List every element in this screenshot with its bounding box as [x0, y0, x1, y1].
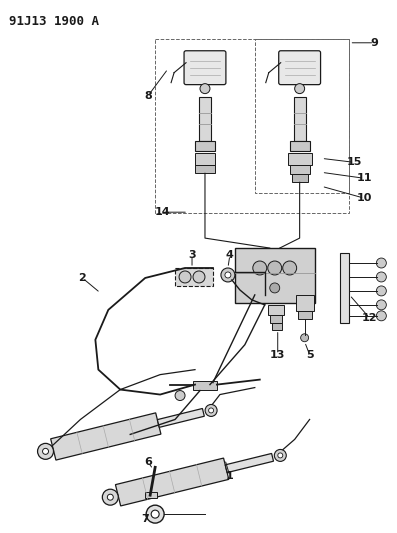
Circle shape [107, 494, 113, 500]
Circle shape [283, 261, 297, 275]
Bar [195, 165, 215, 173]
Bar [290, 165, 310, 174]
Circle shape [295, 84, 304, 94]
Bar [155, 39, 349, 213]
Bar [145, 492, 157, 498]
Circle shape [221, 268, 235, 282]
FancyBboxPatch shape [279, 51, 320, 85]
Text: 12: 12 [362, 313, 377, 323]
Text: 13: 13 [270, 350, 285, 360]
FancyBboxPatch shape [184, 51, 226, 85]
Bar [296, 295, 314, 311]
Text: 15: 15 [347, 157, 362, 167]
Text: 7: 7 [141, 514, 149, 524]
Polygon shape [51, 413, 161, 460]
Text: 14: 14 [154, 207, 170, 217]
Text: 1: 1 [226, 471, 234, 481]
Bar [290, 141, 310, 151]
Text: 91J13 1900 A: 91J13 1900 A [9, 15, 99, 28]
Circle shape [208, 408, 214, 413]
Circle shape [102, 489, 118, 505]
Circle shape [42, 448, 48, 454]
Polygon shape [225, 454, 274, 473]
Bar [195, 154, 215, 165]
Text: 8: 8 [144, 91, 152, 101]
Text: 2: 2 [79, 273, 86, 283]
Circle shape [200, 84, 210, 94]
Circle shape [376, 272, 386, 282]
Bar [339, 253, 349, 323]
Circle shape [38, 443, 54, 459]
Bar [235, 248, 314, 303]
Circle shape [268, 261, 282, 275]
Circle shape [151, 510, 159, 518]
Bar [195, 141, 215, 151]
Circle shape [376, 300, 386, 310]
Bar [272, 323, 282, 330]
Circle shape [225, 272, 231, 278]
Circle shape [175, 391, 185, 400]
Bar [294, 96, 306, 141]
Circle shape [146, 505, 164, 523]
Circle shape [376, 258, 386, 268]
Circle shape [301, 334, 308, 342]
Circle shape [193, 271, 205, 283]
Circle shape [179, 271, 191, 283]
Circle shape [376, 311, 386, 321]
Circle shape [278, 453, 283, 458]
Bar [268, 305, 284, 315]
Bar [298, 311, 312, 319]
Circle shape [253, 261, 267, 275]
Polygon shape [157, 408, 204, 427]
Text: 10: 10 [357, 193, 372, 203]
Circle shape [270, 283, 280, 293]
Text: 6: 6 [144, 457, 152, 467]
Text: 5: 5 [306, 350, 313, 360]
Bar [288, 154, 312, 165]
Bar [193, 381, 217, 390]
Bar [292, 174, 308, 182]
Text: 9: 9 [370, 38, 378, 48]
Circle shape [376, 286, 386, 296]
Text: 11: 11 [357, 173, 372, 183]
Circle shape [205, 405, 217, 416]
Circle shape [274, 449, 286, 462]
Polygon shape [116, 458, 229, 506]
Bar [175, 268, 213, 286]
Bar [270, 315, 282, 323]
Text: 4: 4 [226, 250, 234, 260]
Bar [255, 39, 349, 193]
Text: 3: 3 [188, 250, 196, 260]
Bar [199, 96, 211, 141]
